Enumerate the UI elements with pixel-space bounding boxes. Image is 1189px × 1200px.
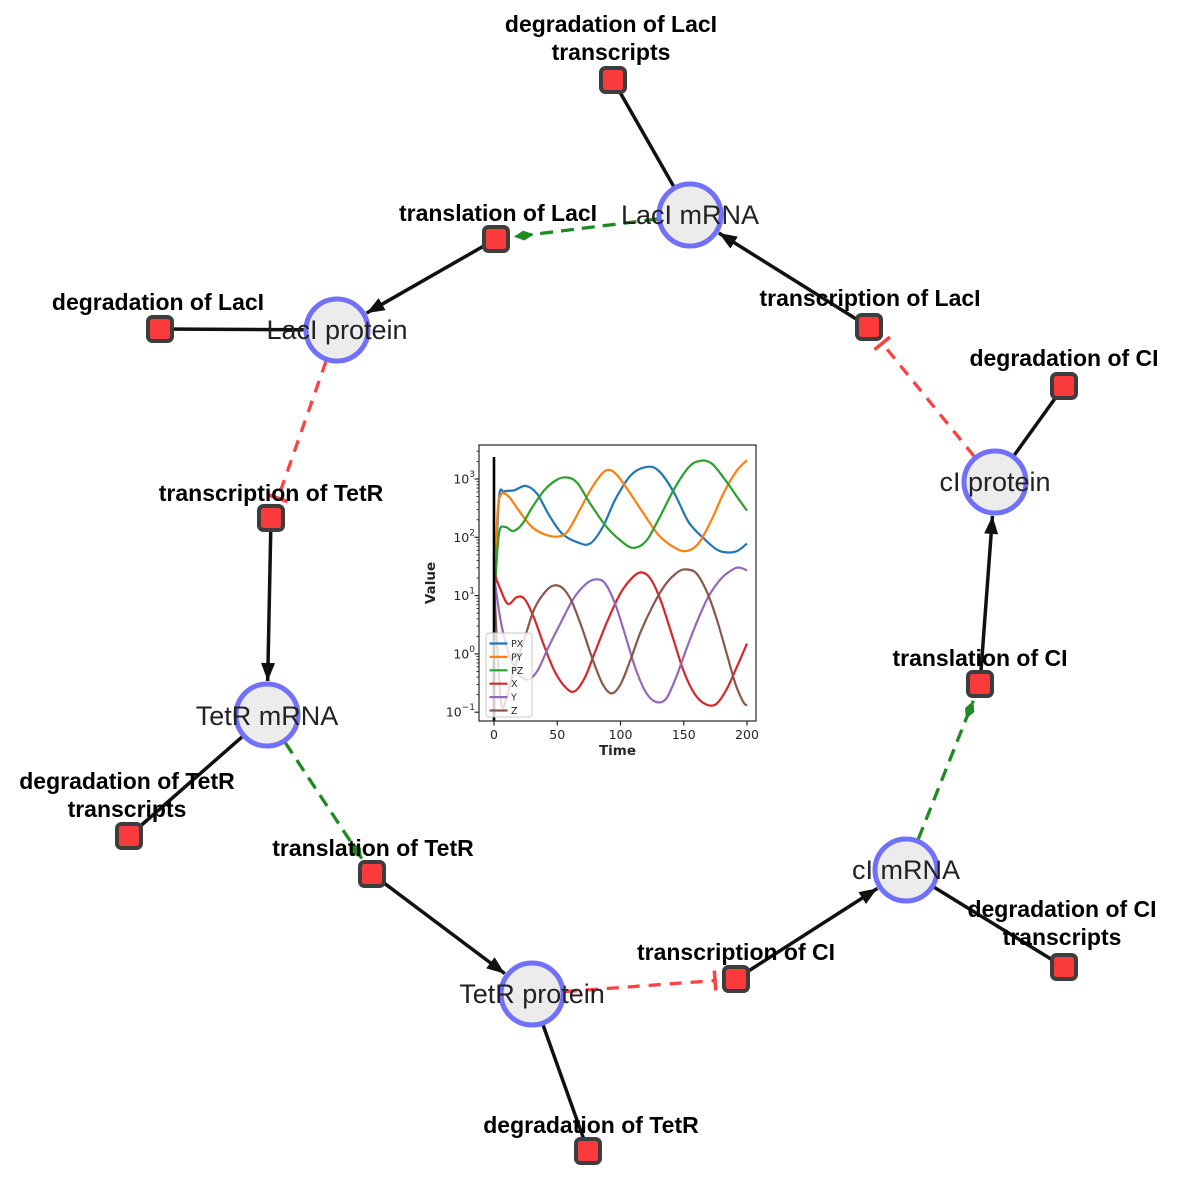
species-label-laci-mrna: LacI mRNA [621,200,759,230]
reaction-label-deg-tetr: degradation of TetR [483,1112,699,1138]
node-layer [115,66,1078,1165]
chart-legend: PX PY PZ XYZ [485,632,533,718]
x-tick-label: 150 [672,727,696,742]
reaction-label-transl-tetr: translation of TetR [272,835,474,861]
label-layer: LacI mRNA LacI protein TetR mRNA TetR prote… [19,11,1158,1138]
legend-label-pz: PZ [511,666,524,677]
reaction-node-deg-ci-tx[interactable] [1050,953,1078,981]
edge-transl-tetr-tetr-protein [370,872,506,975]
reaction-node-deg-laci[interactable] [146,315,174,343]
reaction-node-transl-tetr[interactable] [358,860,386,888]
chart-series-x [492,571,749,707]
reaction-label-deg-laci: degradation of LacI [52,289,264,315]
reaction-node-transl-laci[interactable] [482,225,510,253]
reaction-node-transl-ci[interactable] [966,670,994,698]
edge-txn-tetr-tetr-mrna [261,517,276,682]
simulation-chart: 0 50 100 150 200 103 102 101 100 10−1 Time Value PX… [423,444,759,759]
reaction-label-deg-tetr-tx: degradation of TetR transcripts [19,768,235,822]
reaction-node-deg-tetr[interactable] [574,1137,602,1165]
species-label-ci-mrna: cI mRNA [852,855,960,885]
edge-txn-ci-ci-mrna [735,886,879,981]
edge-ci-mrna-transl-ci [916,700,975,840]
edge-transl-laci-laci-protein [365,237,497,315]
y-axis-label: Value [423,562,439,604]
edge-txn-laci-laci-mrna [717,231,870,329]
legend-label-y: Y [510,693,517,704]
reaction-node-deg-laci-tx[interactable] [599,66,627,94]
y-tick-label: 100 [453,645,475,662]
legend-box [485,632,533,718]
reaction-node-txn-tetr[interactable] [257,504,285,532]
y-tick-label: 103 [453,470,475,487]
y-tick-label: 10−1 [446,703,475,720]
species-node-ci-protein[interactable] [961,448,1029,516]
reaction-node-txn-laci[interactable] [855,313,883,341]
reaction-node-deg-ci[interactable] [1050,372,1078,400]
chart-series-px [494,465,748,579]
chart-series-pz [494,459,748,584]
species-node-ci-mrna[interactable] [872,836,940,904]
reaction-label-deg-laci-tx: degradation of LacI transcripts [505,11,717,65]
edge-tetr-protein-txn-ci [564,970,718,994]
species-label-laci-protein: LacI protein [266,315,407,345]
edge-ci-protein-txn-laci [873,335,976,458]
species-node-laci-protein[interactable] [303,296,371,364]
x-axis-label: Time [599,743,636,759]
species-node-tetr-protein[interactable] [498,960,566,1028]
reaction-label-txn-laci: transcription of LacI [759,285,980,311]
edge-transl-ci-ci-protein [978,515,999,685]
reaction-node-deg-tetr-tx[interactable] [115,822,143,850]
edge-laci-protein-txn-tetr [267,360,328,504]
edge-tetr-mrna-transl-tetr [283,741,364,860]
reaction-label-deg-ci-tx: degradation of CI transcripts [967,896,1156,950]
species-label-tetr-protein: TetR protein [459,979,605,1009]
reaction-label-transl-laci: translation of LacI [399,200,597,226]
edge-laci-mrna-transl-laci [513,217,658,241]
chart-axes: 0 50 100 150 200 103 102 101 100 10−1 Time Value [423,444,759,759]
species-node-tetr-mrna[interactable] [233,681,301,749]
reaction-label-transl-ci: translation of CI [892,645,1067,671]
species-node-laci-mrna[interactable] [656,181,724,249]
legend-label-x: X [511,679,518,690]
reaction-label-txn-ci: transcription of CI [637,939,835,965]
species-label-tetr-mrna: TetR mRNA [196,701,339,731]
x-tick-label: 100 [609,727,633,742]
y-tick-label: 101 [453,587,475,604]
reaction-node-txn-ci[interactable] [722,965,750,993]
x-tick-label: 200 [735,727,759,742]
reaction-label-txn-tetr: transcription of TetR [159,480,384,506]
x-tick-label: 50 [549,727,565,742]
plot-border [478,444,757,722]
x-tick-label: 0 [490,727,498,742]
species-label-ci-protein: cI protein [939,467,1050,497]
legend-label-z: Z [511,706,518,717]
y-tick-label: 102 [453,528,475,545]
legend-label-px: PX [511,639,524,650]
legend-label-py: PY [511,652,523,663]
chart-series-py [494,459,748,573]
reaction-label-deg-ci: degradation of CI [969,345,1158,371]
